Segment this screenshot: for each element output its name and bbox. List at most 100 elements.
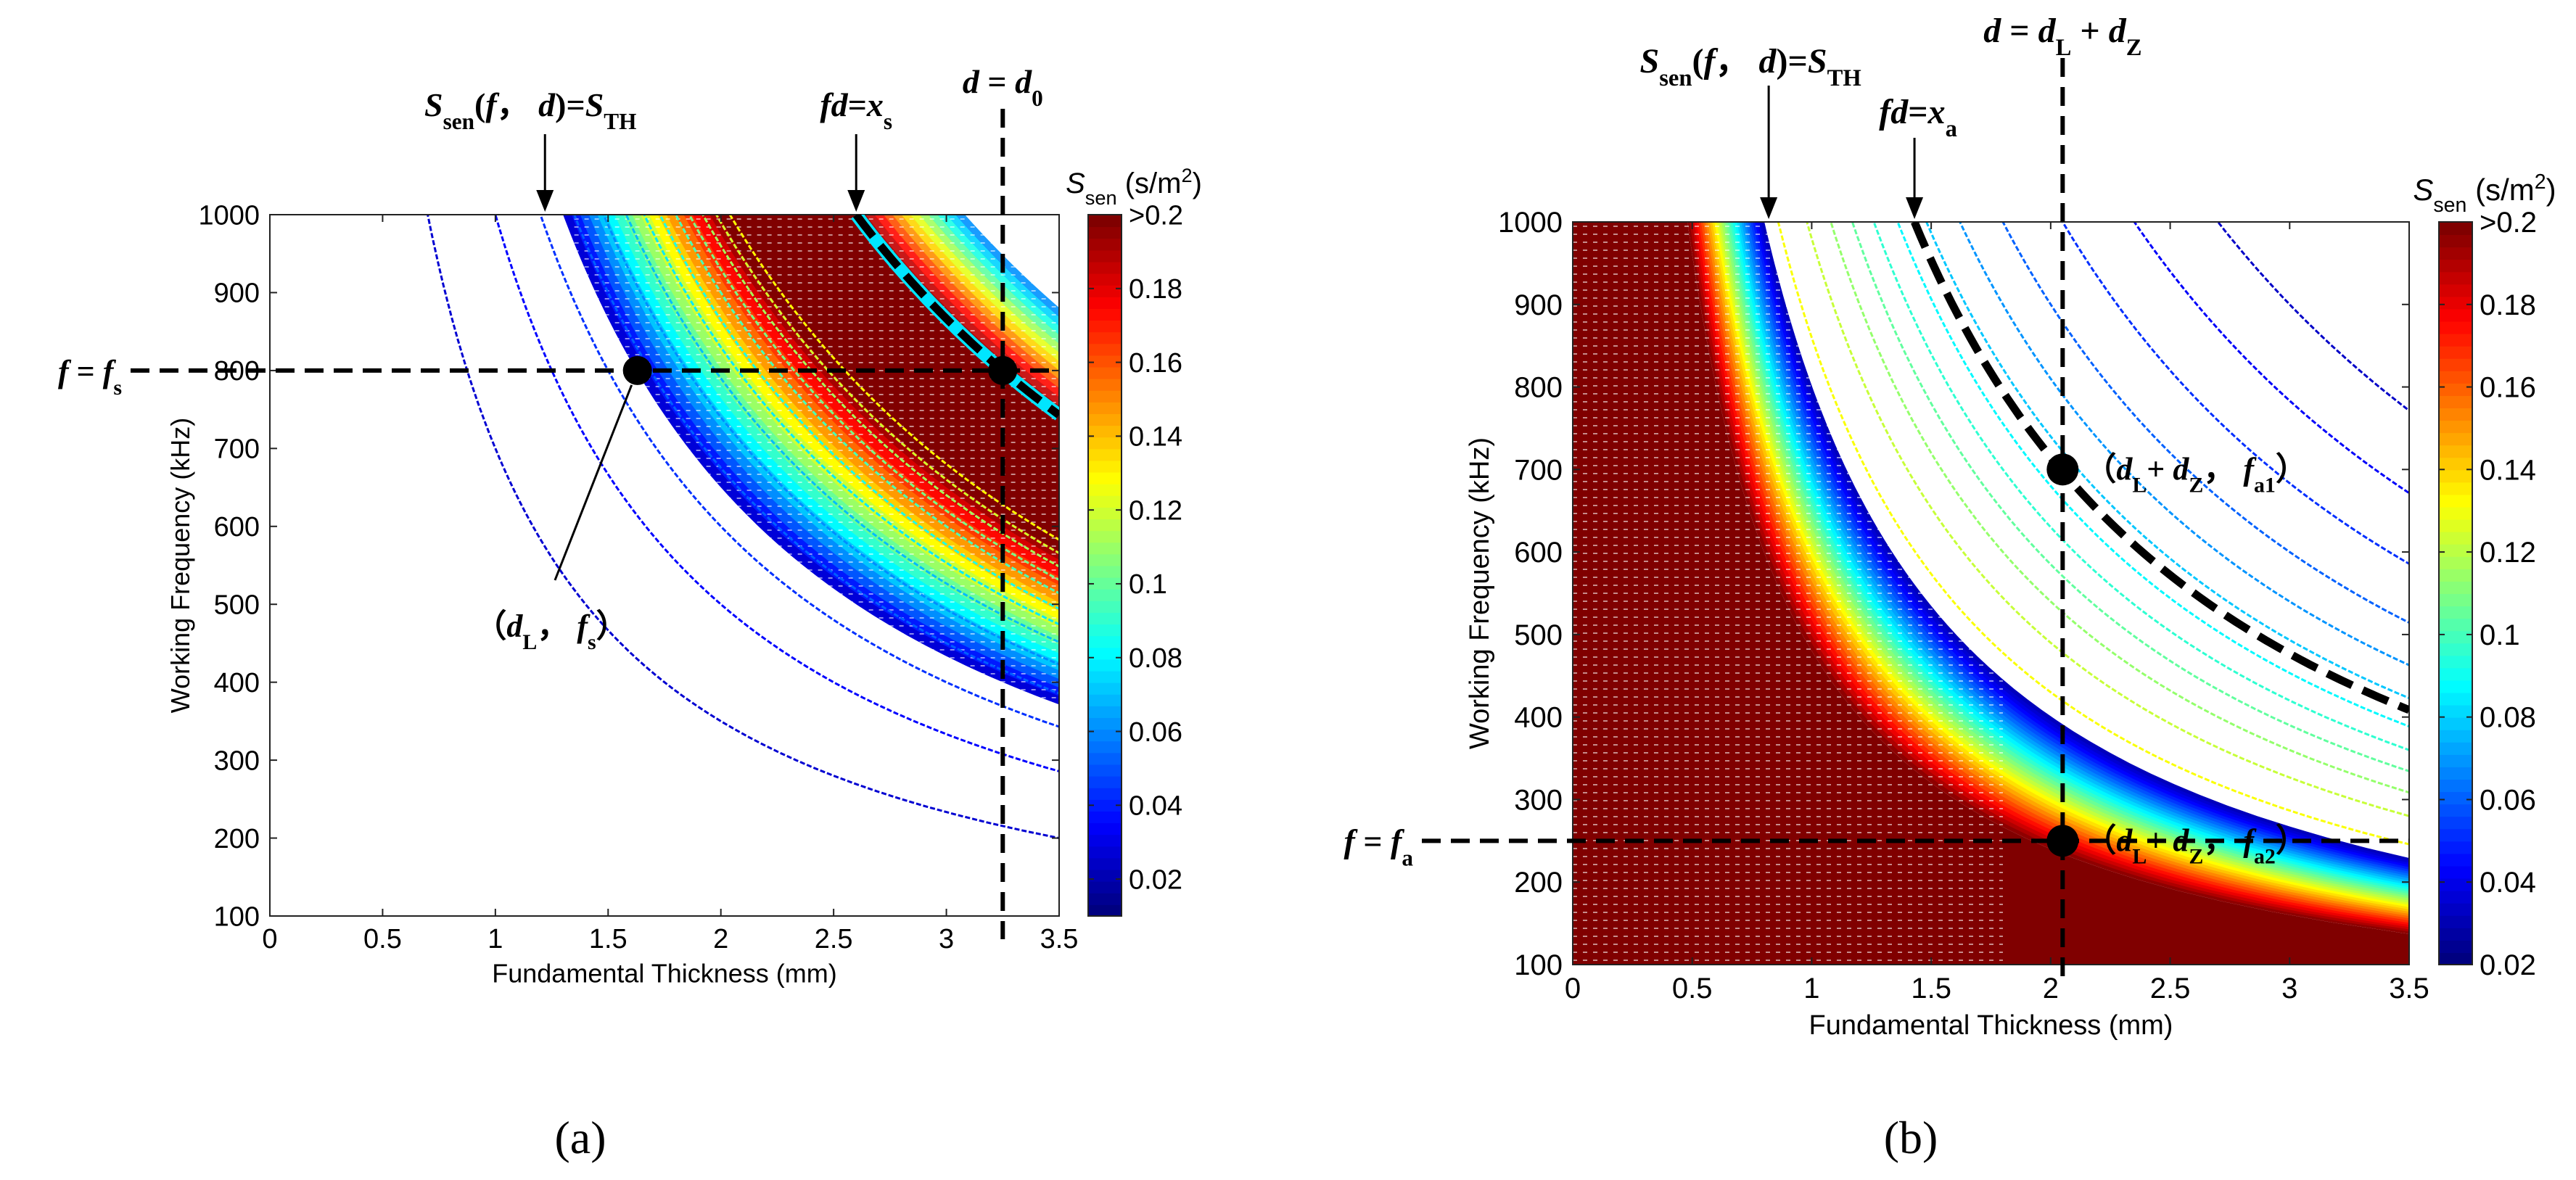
saturated-region bbox=[1573, 222, 2409, 965]
colorbar-label: Ssen (s/m2) bbox=[2413, 170, 2556, 217]
colorbar-swatch bbox=[1088, 752, 1122, 765]
colorbar-swatch bbox=[1088, 892, 1122, 905]
colorbar-swatch bbox=[2439, 432, 2472, 446]
colorbar-swatch bbox=[1088, 471, 1122, 484]
colorbar-swatch bbox=[1088, 822, 1122, 836]
contour-line bbox=[2133, 222, 2409, 495]
colorbar-swatch bbox=[2439, 643, 2472, 656]
y-axis-label: Working Frequency (kHz) bbox=[1465, 437, 1495, 749]
marker-point bbox=[2046, 453, 2079, 486]
colorbar-swatch bbox=[1088, 682, 1122, 695]
x-tick-label: 1.5 bbox=[1911, 973, 1951, 1004]
y-tick-label: 500 bbox=[1514, 619, 1563, 651]
x-tick-label: 3 bbox=[939, 924, 954, 954]
colorbar-swatch bbox=[2439, 506, 2472, 520]
colorbar-label: Ssen (s/m2) bbox=[1066, 164, 1202, 209]
colorbar-swatch bbox=[1088, 542, 1122, 555]
colorbar-swatch bbox=[1088, 378, 1122, 391]
colorbar-tick-label: 0.04 bbox=[1129, 791, 1182, 822]
contour-line bbox=[1925, 222, 2409, 700]
colorbar-swatch bbox=[1088, 565, 1122, 578]
x-axis-label: Fundamental Thickness (mm) bbox=[492, 958, 837, 988]
colorbar-swatch bbox=[2439, 828, 2472, 842]
colorbar-swatch bbox=[2439, 296, 2472, 310]
contour-line bbox=[1872, 222, 2409, 751]
x-tick-label: 0.5 bbox=[363, 924, 402, 954]
colorbar-swatch bbox=[1088, 320, 1122, 333]
marker-point bbox=[2046, 825, 2079, 857]
colorbar-swatch bbox=[2439, 606, 2472, 619]
colorbar-swatch bbox=[2439, 754, 2472, 767]
v-guide-label: d = dL + dZ bbox=[1983, 12, 2141, 61]
x-tick-label: 0.5 bbox=[1672, 973, 1713, 1004]
colorbar-tick-label: 0.12 bbox=[1129, 495, 1182, 526]
colorbar-swatch bbox=[1088, 308, 1122, 321]
colorbar-swatch bbox=[1088, 483, 1122, 496]
colorbar-tick-label: 0.02 bbox=[2480, 949, 2536, 981]
y-tick-label: 200 bbox=[214, 824, 260, 854]
y-tick-label: 900 bbox=[214, 279, 260, 309]
band-segment bbox=[865, 215, 1059, 407]
colorbar-swatch bbox=[2439, 531, 2472, 545]
band-segment bbox=[919, 215, 1059, 353]
colorbar-swatch bbox=[2439, 841, 2472, 854]
colorbar-swatch bbox=[2439, 804, 2472, 817]
colorbar-swatch bbox=[2439, 568, 2472, 582]
contour-line bbox=[573, 215, 1059, 695]
x-tick-label: 3.5 bbox=[2389, 973, 2429, 1004]
colorbar-swatch bbox=[2439, 939, 2472, 953]
colorbar-tick-label: 0.18 bbox=[1129, 274, 1182, 305]
colorbar-swatch bbox=[1088, 343, 1122, 356]
annotation-arrowhead bbox=[1906, 197, 1924, 219]
colorbar-swatch bbox=[2439, 915, 2472, 928]
contour-line bbox=[494, 215, 1059, 772]
colorbar-swatch bbox=[2439, 259, 2472, 273]
x-tick-label: 2.5 bbox=[2150, 973, 2191, 1004]
colorbar-swatch bbox=[1088, 460, 1122, 473]
annotation-label: Ssen(f， d)=STH bbox=[1640, 42, 1861, 91]
colorbar-swatch bbox=[2439, 333, 2472, 347]
colorbar-swatch bbox=[2439, 853, 2472, 867]
band-segment bbox=[892, 215, 1059, 380]
colorbar-swatch bbox=[2439, 482, 2472, 495]
colorbar-swatch bbox=[1088, 296, 1122, 309]
colorbar-swatch bbox=[2439, 890, 2472, 904]
colorbar-tick-label: 0.04 bbox=[2480, 867, 2536, 899]
colorbar-swatch bbox=[2439, 234, 2472, 248]
point-label: （dL+ dZ， fa2） bbox=[2084, 822, 2308, 868]
colorbar-swatch bbox=[1088, 366, 1122, 379]
colorbar-tick-label: 0.1 bbox=[1129, 569, 1167, 600]
colorbar-swatch bbox=[1088, 810, 1122, 824]
colorbar-swatch bbox=[1088, 799, 1122, 812]
colorbar-swatch bbox=[2439, 927, 2472, 941]
colorbar-swatch bbox=[2439, 284, 2472, 297]
y-tick-label: 400 bbox=[214, 668, 260, 698]
y-tick-label: 300 bbox=[1514, 784, 1563, 816]
axes-frame bbox=[1572, 221, 2410, 965]
colorbar-swatch bbox=[1088, 215, 1122, 228]
colorbar-swatch bbox=[2439, 543, 2472, 557]
colorbar-swatch bbox=[2439, 741, 2472, 755]
colorbar-swatch bbox=[1088, 880, 1122, 894]
contour-lines bbox=[1777, 222, 2409, 846]
colorbar-swatch bbox=[1088, 635, 1122, 648]
colorbar-tick-label: 0.12 bbox=[2480, 537, 2536, 569]
band-segment bbox=[883, 215, 1059, 389]
colorbar-swatch bbox=[1088, 705, 1122, 719]
point-label: （dL， fs） bbox=[474, 608, 627, 654]
colorbar-swatch bbox=[2439, 494, 2472, 508]
contour-line bbox=[427, 215, 1059, 840]
colorbar-swatch bbox=[1088, 764, 1122, 777]
y-tick-label: 700 bbox=[214, 434, 260, 465]
contour-line bbox=[2001, 222, 2409, 624]
colorbar-tick-label: >0.2 bbox=[1129, 200, 1183, 231]
y-tick-label: 1000 bbox=[198, 200, 260, 231]
colorbar-swatch bbox=[1088, 413, 1122, 426]
colorbar-swatch bbox=[1088, 693, 1122, 706]
colorbar-tick-label: 0.16 bbox=[2480, 372, 2536, 404]
panel-b: 0 0.5 1 1.5 2 2.5 3 3.5 100 200 300 400 500 600 700 800… bbox=[1343, 12, 2556, 1163]
contour-line bbox=[688, 215, 1059, 582]
colorbar-swatch bbox=[2439, 593, 2472, 607]
colorbar-swatch bbox=[1088, 238, 1122, 251]
annotation-label: Ssen(f， d)=STH bbox=[424, 86, 637, 134]
